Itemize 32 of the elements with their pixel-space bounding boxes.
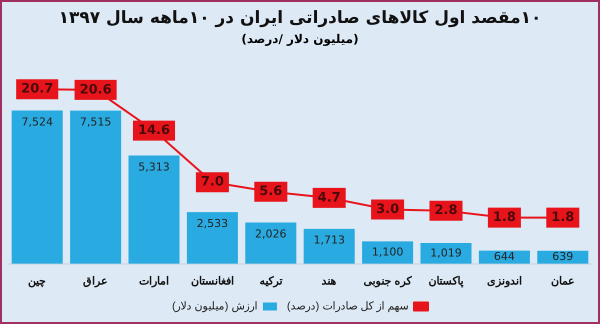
data-label: 1,100: [372, 245, 404, 258]
bar: [128, 156, 180, 264]
x-tick-label: کره جنوبی: [364, 275, 413, 288]
legend-label: ارزش (میلیون دلار): [172, 300, 258, 313]
data-label: 2,533: [196, 217, 228, 230]
bar: [245, 222, 296, 264]
chart-subtitle: (میلیون دلار /درصد): [240, 32, 360, 46]
data-label: 2,026: [255, 227, 287, 240]
data-label: 1,713: [313, 234, 345, 247]
x-tick-label: هند: [322, 275, 337, 288]
x-tick-label: عمان: [550, 275, 575, 288]
x-tick-label: افغانستان: [190, 275, 234, 288]
data-label: 7,524: [21, 115, 53, 128]
bar: [70, 110, 122, 264]
data-label: 5,313: [138, 160, 170, 174]
data-label: 20.7: [21, 82, 54, 97]
x-tick-label: اندونزی: [486, 275, 522, 288]
x-tick-label: ترکیه: [259, 275, 282, 288]
chart-title: ۱۰مقصد اول کالاهای صادراتی ایران در ۱۰ماهه سال ۱۳۹۷: [58, 8, 542, 28]
x-tick-label: چین: [28, 275, 46, 288]
data-label: 644: [494, 250, 515, 264]
bar: [186, 212, 238, 264]
x-tick-label: عراق: [83, 275, 108, 288]
x-tick-label: امارات: [139, 275, 169, 288]
x-tick-label: پاکستان: [428, 275, 464, 288]
data-label: 7,515: [80, 116, 112, 129]
data-label: 20.6: [80, 82, 112, 98]
legend-label: سهم از کل صادرات (درصد): [286, 300, 408, 313]
bar: [304, 228, 355, 264]
data-label: 1,019: [430, 246, 462, 260]
bar: [12, 110, 63, 264]
data-label: 639: [552, 250, 574, 264]
